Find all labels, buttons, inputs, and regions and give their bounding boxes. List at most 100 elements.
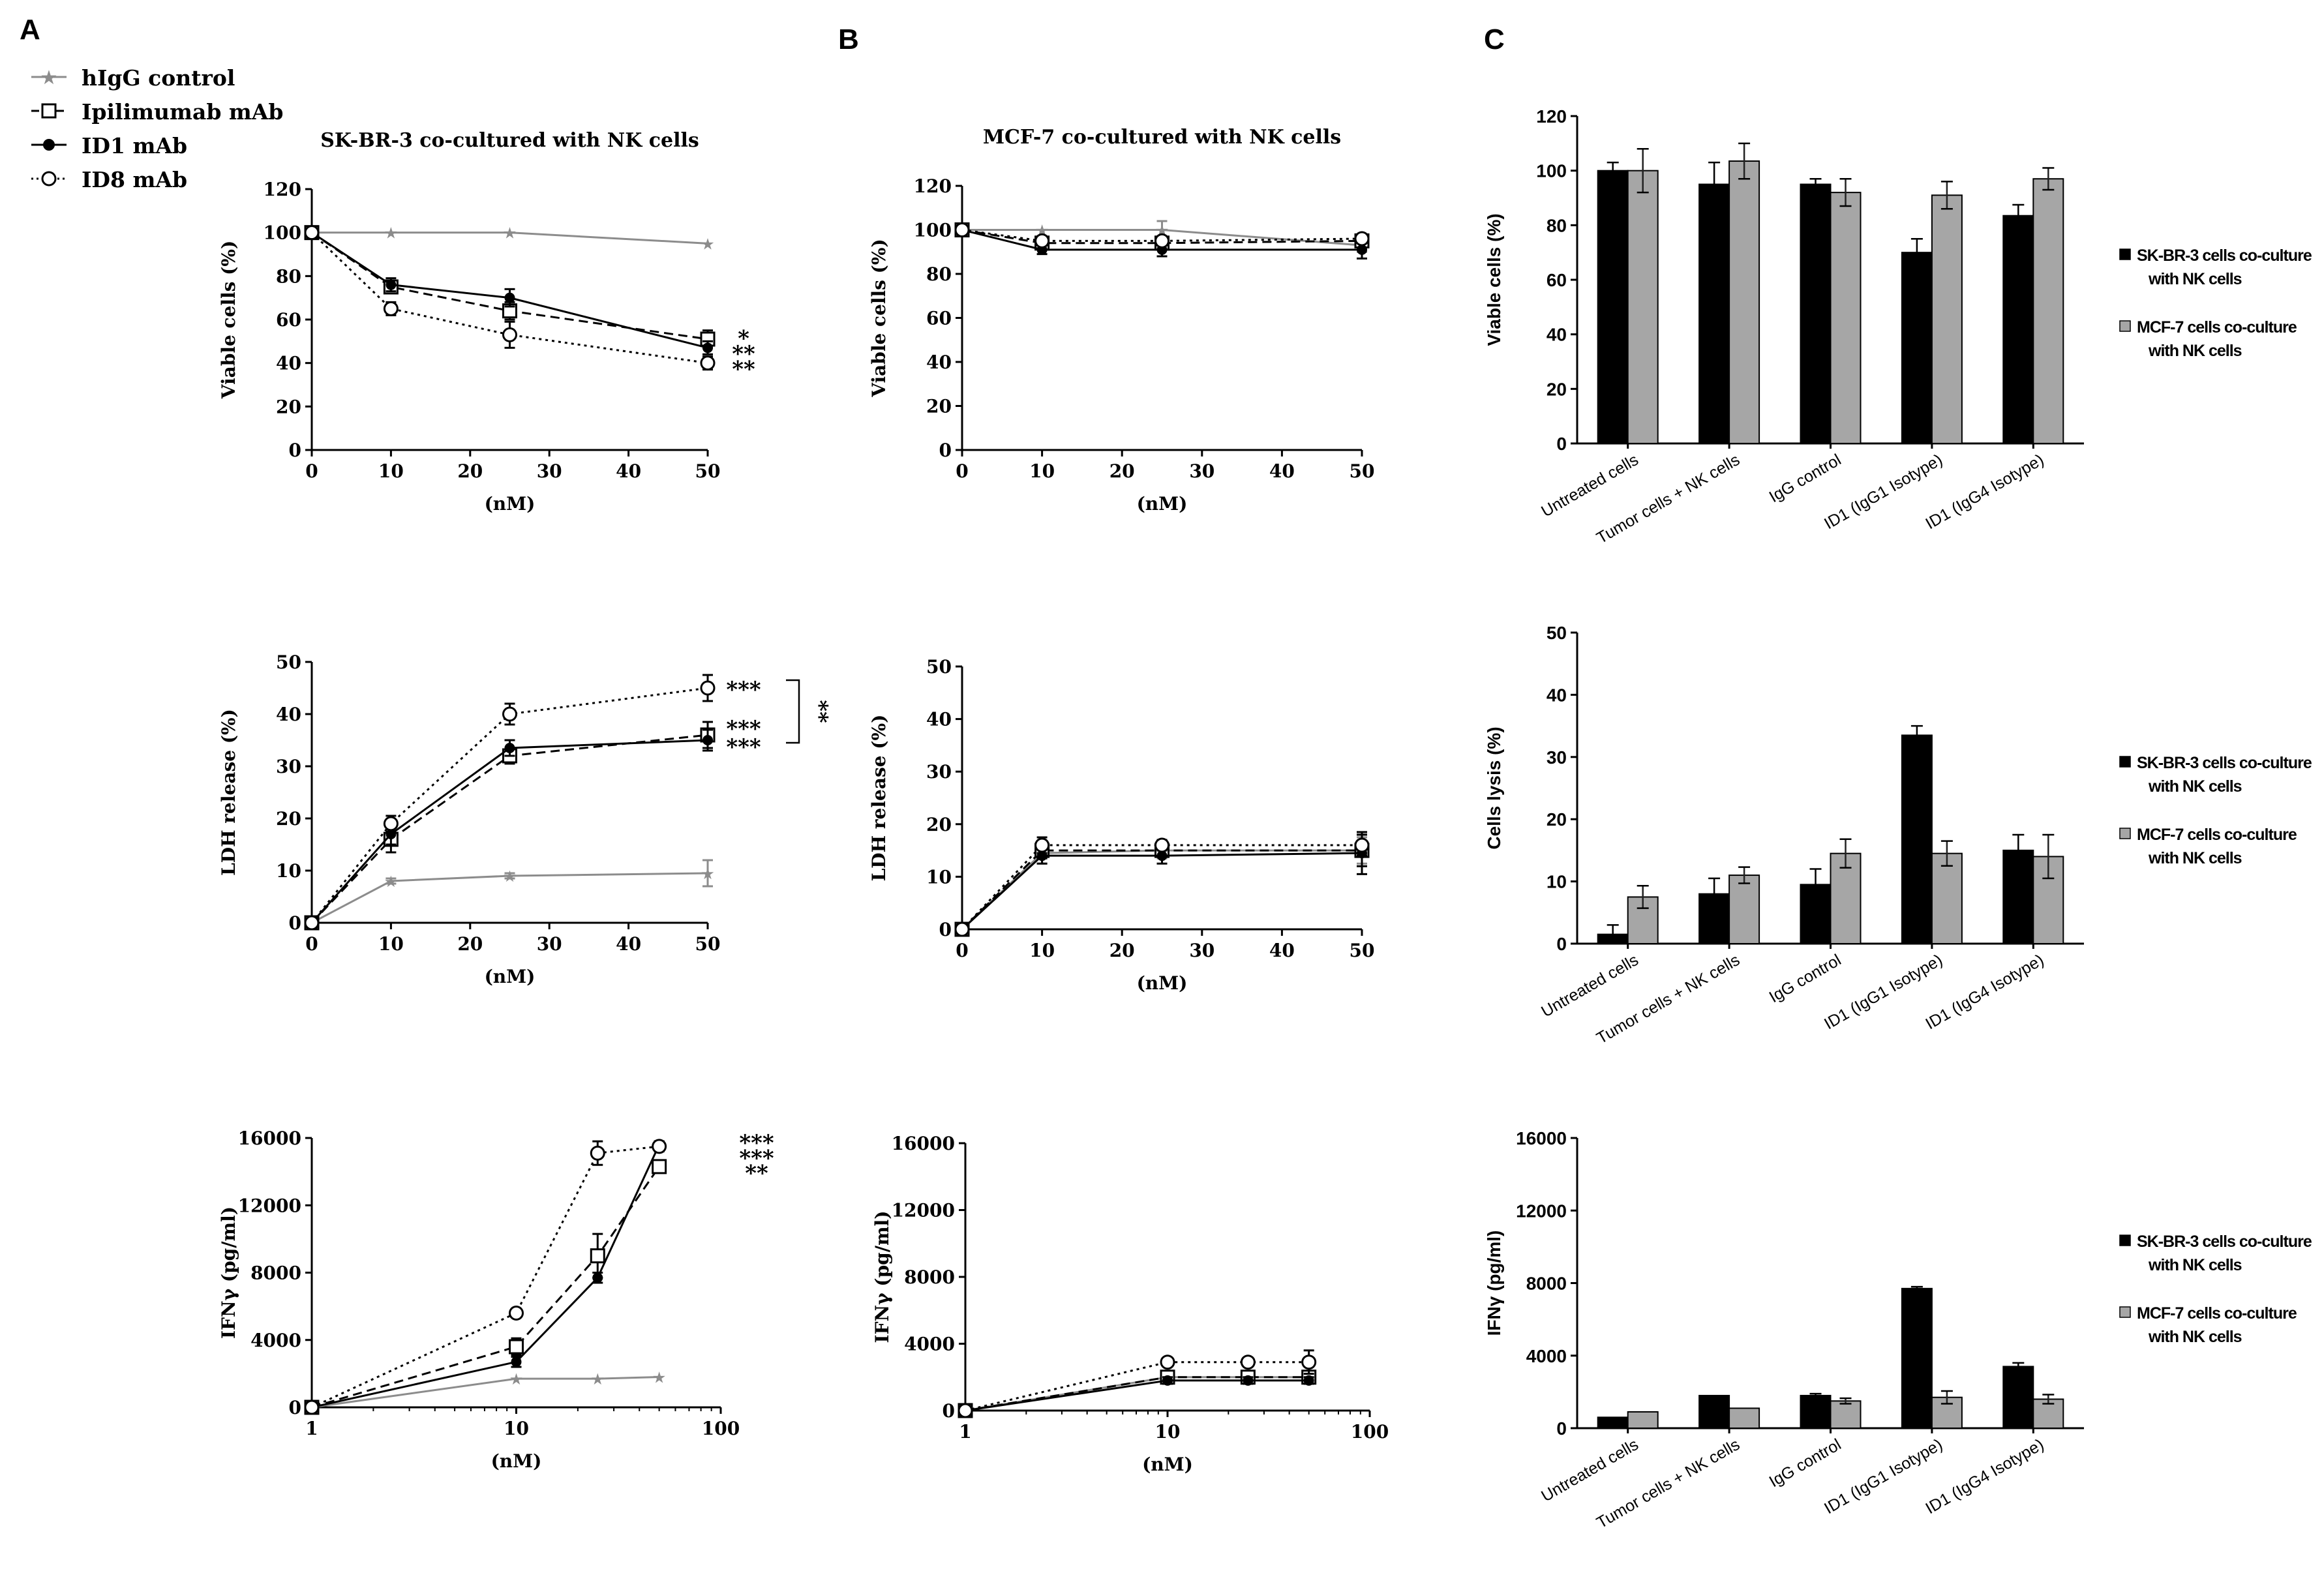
point-dot [385, 279, 397, 290]
bar [1800, 183, 1832, 444]
legend-square-marker [41, 103, 57, 119]
legend-item-id1: ID1 mAb [31, 133, 187, 158]
series-line [310, 734, 708, 924]
point-star: ★ [509, 1371, 524, 1388]
point-circle [1154, 837, 1170, 853]
series-line [962, 229, 1363, 247]
bar [1830, 1400, 1862, 1429]
point-square [652, 1159, 667, 1175]
series-1 [304, 1159, 667, 1415]
point-dot [702, 735, 713, 745]
bar-legend: SK-BR-3 cells co-culture with NK cells MCF… [2119, 1233, 2313, 1346]
bar [1627, 1411, 1659, 1429]
x-tick-label: 100 [702, 1418, 740, 1439]
y-tick-label: 0 [289, 1397, 301, 1418]
series-line [311, 872, 708, 924]
legend-label: ID1 mAb [82, 133, 187, 158]
category-label: Untreated cells [1538, 1435, 1641, 1506]
point-square [509, 1339, 524, 1354]
series-0: ★★★★ [958, 1369, 1316, 1420]
x-tick-label: 30 [537, 460, 562, 482]
x-tick-label: 40 [616, 460, 641, 482]
x-axis-label: (nM) [485, 966, 536, 987]
point-dot [1357, 244, 1367, 255]
significance-label: *** [739, 1130, 774, 1156]
chart-title: MCF-7 co-cultured with NK cells [983, 126, 1341, 149]
x-tick-label: 20 [457, 933, 483, 955]
series-0: ★★★★ [305, 225, 715, 254]
y-tick-label: 20 [926, 814, 952, 835]
y-tick-label: 8000 [250, 1263, 301, 1284]
series-line [311, 1145, 659, 1409]
panel-label-a: A [20, 14, 40, 46]
y-tick-label: 120 [914, 175, 952, 197]
significance-label: ** [732, 356, 755, 382]
legend-star-marker: ★ [40, 67, 58, 89]
x-tick-label: 10 [378, 933, 404, 955]
point-dot [702, 342, 713, 353]
legend-label: hIgG control [82, 65, 235, 91]
y-tick-label: 4000 [250, 1330, 301, 1351]
legend-label: MCF-7 cells co-culture [2137, 1304, 2297, 1323]
series-3 [954, 222, 1370, 248]
bar [2002, 1366, 2034, 1429]
point-star: ★ [503, 868, 517, 886]
y-tick-label: 80 [1547, 215, 1567, 235]
category-label: Untreated cells [1538, 451, 1641, 521]
y-tick-label: 20 [926, 396, 952, 417]
significance-label: * [738, 326, 749, 352]
legend-item-hIgG-control: ★ hIgG control [31, 65, 235, 91]
point-circle [502, 706, 517, 722]
y-axis-label: IFNγ (pg/ml) [1484, 1231, 1504, 1336]
category-label: IgG control [1766, 951, 1845, 1006]
x-tick-label: 0 [305, 933, 318, 955]
y-tick-label: 40 [276, 704, 301, 725]
bar [1698, 183, 1730, 444]
point-circle [1354, 231, 1370, 247]
point-dot [1162, 1375, 1173, 1386]
y-tick-label: 40 [1547, 325, 1567, 345]
bar [1931, 852, 1963, 945]
legend-dot-marker [43, 139, 55, 151]
y-tick-label: 60 [926, 308, 952, 329]
bar [1830, 192, 1862, 444]
y-tick-label: 10 [1547, 872, 1567, 892]
legend-swatch [2119, 248, 2131, 260]
point-square [590, 1248, 605, 1264]
y-tick-label: 100 [1536, 161, 1567, 181]
point-star: ★ [701, 235, 715, 253]
legend-circle-marker [41, 171, 57, 187]
chart-C1: 0 20 40 60 80 100 120 Viable cells (%) Untreated… [1484, 106, 2313, 547]
x-tick-label: 40 [1269, 460, 1295, 482]
y-tick-label: 60 [1547, 270, 1567, 290]
x-tick-label: 100 [1351, 1421, 1389, 1443]
legend-label: MCF-7 cells co-culture [2137, 318, 2297, 337]
legend-label: with NK cells [2148, 849, 2242, 867]
y-axis-label: Cells lysis (%) [1484, 726, 1504, 849]
chart-B3: 0 4000 8000 12000 16000 IFNγ (pg/ml) 1 10 100 (nM… [871, 1133, 1389, 1475]
point-dot [1156, 850, 1168, 861]
bar [1800, 1394, 1832, 1429]
point-star: ★ [701, 865, 715, 883]
significance-label: *** [726, 677, 761, 703]
y-axis-label: IFNγ (pg/ml) [871, 1211, 893, 1343]
point-circle [1240, 1354, 1256, 1370]
y-tick-label: 30 [276, 756, 301, 777]
y-tick-label: 80 [926, 263, 952, 285]
y-tick-label: 4000 [1526, 1346, 1567, 1366]
significance-label: *** [726, 734, 761, 760]
y-tick-label: 20 [1547, 809, 1567, 830]
y-tick-label: 40 [276, 353, 301, 374]
point-circle [304, 225, 320, 241]
legend-label: Ipilimumab mAb [82, 99, 284, 125]
y-tick-label: 40 [926, 352, 952, 373]
series-line [961, 852, 1363, 931]
bar-legend: SK-BR-3 cells co-culture with NK cells MCF… [2119, 247, 2313, 360]
x-tick-label: 10 [1155, 1421, 1181, 1443]
series-line [311, 232, 708, 349]
point-dot [504, 743, 515, 753]
panel-label-c: C [1484, 23, 1505, 55]
legend-label: with NK cells [2148, 1256, 2242, 1274]
point-circle [1160, 1354, 1175, 1370]
